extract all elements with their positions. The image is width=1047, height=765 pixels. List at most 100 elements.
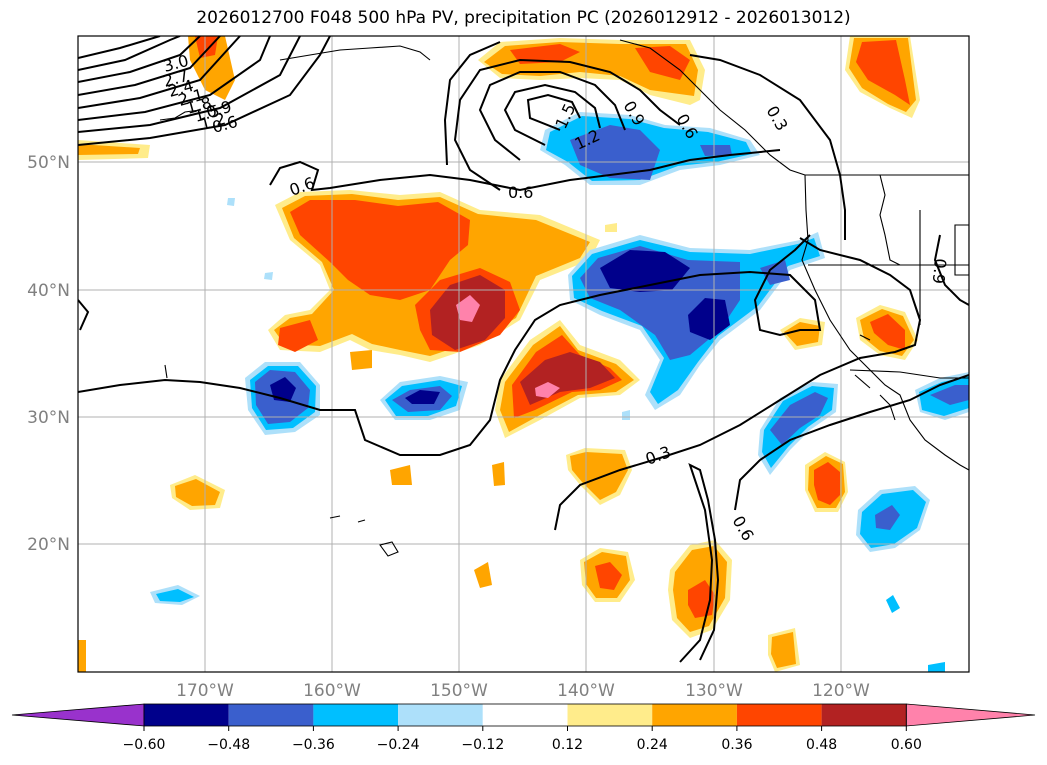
lat-label-40n: 40°N — [27, 281, 70, 301]
colorbar-bin — [228, 704, 314, 726]
pv-contour-line — [679, 463, 720, 663]
colorbar-tick-label: 0.48 — [806, 737, 837, 753]
precip-positive-region — [814, 462, 840, 505]
colorbar-ticks — [143, 726, 907, 731]
pv-contour-line — [78, 234, 822, 456]
lat-label-30n: 30°N — [27, 408, 70, 428]
colorbar-tick-labels: −0.60 −0.48 −0.36 −0.24 −0.12 0.12 0.24 … — [123, 737, 922, 753]
colorbar-tick-label: 0.60 — [891, 737, 922, 753]
pv-contour-line — [478, 71, 626, 161]
precip-positive-region — [605, 223, 617, 232]
lon-label-170w: 170°W — [176, 681, 234, 701]
lon-label-130w: 130°W — [685, 681, 743, 701]
map-gridlines — [78, 36, 969, 672]
pv-contour-line — [689, 54, 846, 240]
lat-label-20n: 20°N — [27, 535, 70, 555]
colorbar-outline — [143, 703, 907, 727]
pv-contour-line — [443, 41, 501, 166]
precip-positive-region — [456, 295, 480, 322]
pv-contour-line — [78, 36, 161, 59]
colorbar-tick-label: 0.12 — [552, 737, 583, 753]
colorbar-bin — [144, 704, 229, 726]
colorbar-bin — [398, 704, 483, 726]
precip-positive-region — [635, 46, 690, 80]
precip-negative-region — [928, 662, 945, 672]
pv-contour-line — [554, 237, 922, 531]
precip-positive-region — [278, 320, 318, 352]
pv-contour-line — [503, 83, 601, 146]
precip-positive-region — [195, 36, 218, 58]
precip-negative-region — [264, 272, 273, 280]
precip-positive-region — [78, 144, 140, 155]
lon-label-140w: 140°W — [557, 681, 615, 701]
precip-positive-region — [390, 465, 412, 485]
precip-positive-region — [771, 632, 796, 668]
precip-negative-region — [156, 589, 194, 602]
contour-label: 0.9 — [929, 258, 950, 285]
coastlines — [159, 39, 969, 557]
lon-label-120w: 120°W — [812, 681, 870, 701]
lon-label-160w: 160°W — [303, 681, 361, 701]
colorbar-tick-label: −0.24 — [377, 737, 420, 753]
contour-label: 0.6 — [729, 513, 758, 545]
precip-positive-region — [510, 44, 580, 64]
precip-fill-layer — [78, 36, 969, 672]
pv-contour-line — [78, 36, 331, 146]
pv-contour-line — [78, 36, 201, 83]
colorbar-tick-label: 0.24 — [637, 737, 668, 753]
pv-contour-line — [269, 149, 781, 192]
colorbar-bin — [652, 704, 737, 726]
precip-positive-region — [870, 314, 905, 350]
map-frame — [77, 35, 970, 673]
precip-negative-region — [405, 390, 440, 404]
pv-contour-line — [933, 234, 969, 306]
colorbar-tick-label: −0.12 — [461, 737, 504, 753]
colorbar-tick-label: −0.48 — [207, 737, 250, 753]
pv-contours — [78, 36, 969, 663]
precip-negative-region — [930, 385, 969, 405]
lat-label-50n: 50°N — [27, 153, 70, 173]
map-plot-area — [78, 36, 969, 672]
precip-positive-region — [290, 200, 470, 300]
colorbar-tick-label: −0.36 — [292, 737, 335, 753]
colorbar: −0.60 −0.48 −0.36 −0.24 −0.12 0.12 0.24 … — [11, 703, 1036, 753]
precip-positive-region — [492, 462, 505, 486]
precip-positive-region — [175, 479, 220, 506]
contour-label: 0.3 — [763, 103, 792, 135]
contour-label: 0.6 — [508, 183, 533, 202]
precip-positive-region — [595, 562, 622, 590]
longitude-labels: 170°W 160°W 150°W 140°W 130°W 120°W — [176, 681, 870, 701]
precip-negative-region — [760, 260, 790, 285]
precip-negative-region — [688, 298, 730, 340]
colorbar-bin — [821, 704, 907, 726]
precip-positive-region — [856, 40, 910, 105]
precip-positive-region — [350, 350, 372, 370]
precip-positive-region — [784, 322, 820, 346]
precip-positive-region — [570, 452, 628, 500]
precip-negative-region — [270, 377, 296, 402]
pv-contour-line — [734, 374, 969, 511]
colorbar-bin — [736, 704, 822, 726]
colorbar-bin — [313, 704, 399, 726]
pv-contour-line — [78, 36, 181, 71]
latitude-labels: 50°N 40°N 30°N 20°N — [27, 153, 70, 555]
map-title: 2026012700 F048 500 hPa PV, precipitatio… — [196, 8, 851, 28]
pv-contour-line — [78, 36, 241, 109]
precip-negative-region — [770, 392, 828, 445]
colorbar-extend-low — [11, 703, 145, 727]
pv-contour-line — [78, 36, 221, 96]
colorbar-bin — [567, 704, 653, 726]
pv-contour-line — [78, 36, 301, 133]
colorbar-tick-label: −0.60 — [123, 737, 166, 753]
precip-negative-region — [886, 595, 900, 613]
precip-negative-region — [570, 125, 660, 180]
precip-positive-region — [78, 640, 86, 672]
pv-contour-line — [78, 299, 90, 331]
precip-negative-region — [700, 145, 732, 156]
colorbar-bin — [482, 704, 568, 726]
precip-positive-region — [474, 562, 492, 588]
precip-negative-region — [227, 198, 235, 206]
pv-contour-line — [526, 93, 581, 131]
precip-negative-region — [875, 505, 900, 530]
